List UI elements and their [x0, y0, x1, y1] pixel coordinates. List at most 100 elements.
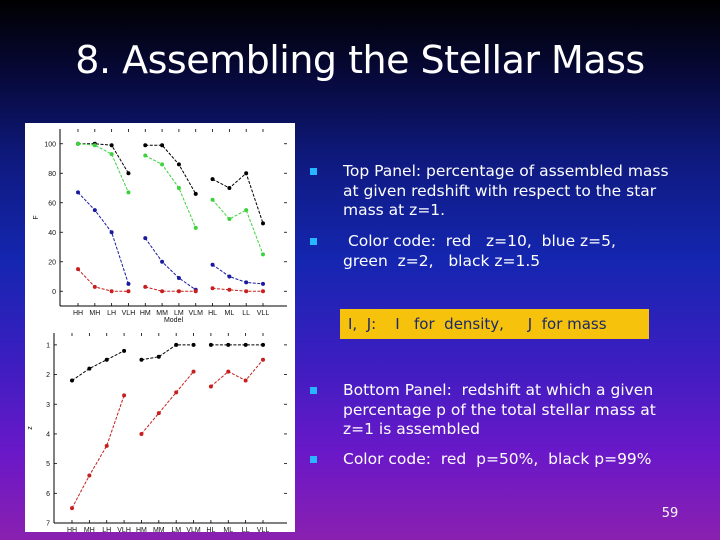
svg-text:MH: MH	[89, 310, 100, 317]
svg-text:6: 6	[46, 491, 50, 498]
square-bullet-icon	[310, 168, 317, 175]
data-point	[160, 143, 165, 148]
svg-text:LM: LM	[171, 527, 181, 532]
data-point	[126, 281, 131, 286]
data-point	[261, 252, 265, 257]
data-point	[191, 369, 196, 374]
svg-text:VLL: VLL	[257, 527, 270, 532]
svg-text:5: 5	[46, 461, 50, 468]
data-point	[122, 393, 127, 398]
data-point	[104, 357, 109, 362]
svg-text:VLH: VLH	[122, 310, 136, 317]
svg-text:60: 60	[48, 200, 56, 207]
svg-text:HH: HH	[67, 527, 77, 532]
data-point	[227, 274, 232, 279]
data-point	[143, 236, 148, 241]
svg-text:LH: LH	[102, 527, 111, 532]
svg-text:LL: LL	[242, 527, 250, 532]
square-bullet-icon	[310, 387, 317, 394]
bullet-text: Bottom Panel: redshift at which a given …	[343, 381, 661, 438]
data-point	[226, 369, 231, 374]
data-point	[76, 141, 80, 146]
data-point	[109, 152, 114, 157]
data-point	[126, 289, 131, 294]
svg-text:1: 1	[46, 342, 50, 349]
data-point	[227, 186, 232, 190]
data-point	[243, 378, 248, 383]
data-point	[208, 342, 213, 347]
data-point	[109, 230, 114, 235]
data-point	[104, 443, 109, 448]
svg-text:80: 80	[48, 171, 56, 178]
svg-text:ML: ML	[224, 310, 234, 317]
page-number: 59	[661, 506, 679, 521]
data-point	[70, 378, 74, 383]
svg-text:MM: MM	[156, 310, 168, 317]
slide-title: 8. Assembling the Stellar Mass	[75, 38, 645, 82]
svg-text:VLL: VLL	[257, 310, 270, 317]
bottom-panel-chart: 1234567HHMHLHVLHHMMMLMVLMHLMLLLVLLModelz	[27, 333, 287, 532]
square-bullet-icon	[310, 238, 317, 245]
svg-text:40: 40	[48, 230, 56, 237]
data-point	[261, 221, 265, 226]
data-point	[160, 259, 165, 264]
data-point	[210, 177, 215, 182]
data-point	[160, 162, 165, 167]
data-point	[143, 143, 148, 148]
svg-text:LH: LH	[107, 310, 116, 317]
data-point	[227, 216, 232, 221]
data-point	[156, 411, 161, 416]
data-point	[126, 171, 131, 176]
data-point	[193, 289, 198, 294]
data-point	[244, 208, 249, 213]
data-point	[174, 390, 179, 395]
data-point	[176, 275, 181, 280]
data-point	[208, 384, 213, 389]
svg-text:100: 100	[44, 141, 56, 148]
data-point	[244, 280, 249, 285]
data-point	[109, 289, 114, 294]
data-point	[70, 506, 74, 511]
chart-svg: 0 20 40 60 80 100 HH MH LH VLH HM MM LM VLM HL ML LL VLL M…	[27, 129, 287, 532]
data-point	[210, 286, 215, 291]
svg-text:z: z	[27, 426, 34, 430]
data-point	[191, 342, 196, 347]
data-point	[87, 473, 92, 478]
top-panel-chart: 0 20 40 60 80 100 HH MH LH VLH HM MM LM VLM HL ML LL VLL M…	[33, 129, 287, 324]
data-point	[92, 284, 97, 289]
svg-text:2: 2	[46, 372, 50, 379]
svg-text:HM: HM	[140, 310, 151, 317]
svg-text:MH: MH	[84, 527, 95, 532]
svg-text:HL: HL	[208, 310, 217, 317]
data-point	[261, 281, 265, 286]
data-point	[226, 342, 231, 347]
svg-text:4: 4	[46, 431, 50, 438]
bullet-text: Top Panel: percentage of assembled mass …	[343, 162, 674, 219]
data-point	[126, 190, 131, 195]
svg-text:3: 3	[46, 402, 50, 409]
data-point	[174, 342, 179, 347]
svg-text:MM: MM	[153, 527, 165, 532]
svg-text:HH: HH	[73, 310, 83, 317]
svg-text:VLH: VLH	[117, 527, 131, 532]
data-point	[244, 171, 249, 176]
data-point	[176, 289, 181, 294]
data-point	[109, 143, 114, 148]
bullet-text: Color code: red p=50%, black p=99%	[343, 450, 652, 468]
bullet-text: Color code: red z=10, blue z=5, green z=…	[343, 232, 616, 270]
svg-text:LM: LM	[174, 310, 184, 317]
svg-text:HM: HM	[136, 527, 147, 532]
data-point	[261, 289, 265, 294]
data-point	[176, 186, 181, 190]
svg-text:ML: ML	[223, 527, 233, 532]
data-point	[193, 225, 198, 230]
figure-panels: 0 20 40 60 80 100 HH MH LH VLH HM MM LM VLM HL ML LL VLL M…	[25, 123, 295, 532]
data-point	[76, 190, 80, 195]
data-point	[193, 191, 198, 196]
svg-text:0: 0	[52, 289, 56, 296]
data-point	[92, 208, 97, 213]
data-point	[76, 267, 80, 272]
data-point	[139, 431, 144, 436]
data-point	[227, 287, 232, 292]
data-point	[156, 354, 161, 359]
